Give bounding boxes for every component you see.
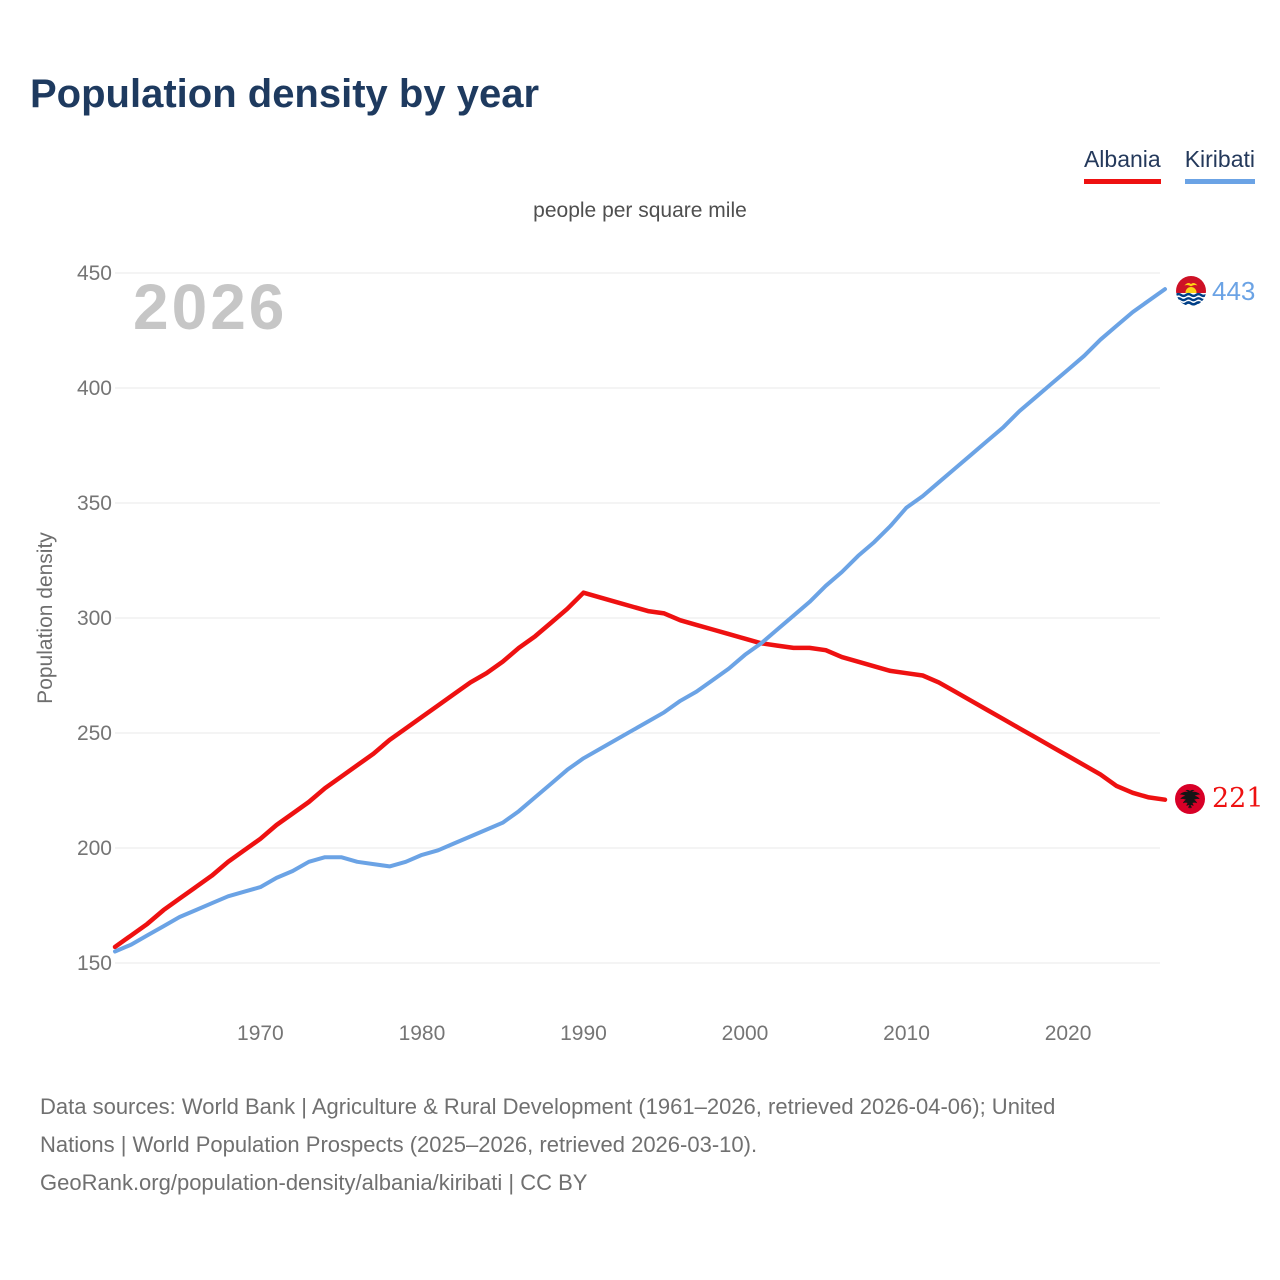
y-tick-200: 200 [77,837,112,860]
x-tick-1980: 1980 [399,1022,446,1045]
source-url[interactable]: GeoRank.org/population-density/albania/k… [40,1170,588,1195]
legend-item-albania[interactable]: Albania [1083,146,1161,184]
x-tick-2010: 2010 [883,1022,930,1045]
data-sources-line-1: Data sources: World Bank | Agriculture &… [40,1094,1056,1119]
y-tick-350: 350 [77,492,112,515]
y-tick-450: 450 [77,262,112,285]
x-tick-1970: 1970 [237,1022,284,1045]
y-tick-150: 150 [77,952,112,975]
legend-label-kiribati: Kiribati [1184,146,1255,172]
albania-flag-icon [1175,784,1205,814]
albania-end-value: 221 [1212,783,1264,814]
data-sources-line-2: Nations | World Population Prospects (20… [40,1132,758,1157]
series-line-kiribati[interactable] [113,287,1167,954]
attribution: Data sources: World Bank | Agriculture &… [40,1088,1250,1202]
x-tick-2000: 2000 [722,1022,769,1045]
chart-subtitle: people per square mile [533,199,747,222]
y-tick-250: 250 [77,722,112,745]
legend: Albania Kiribati [1083,146,1255,184]
y-tick-400: 400 [77,377,112,400]
kiribati-end-value: 443 [1212,276,1256,306]
page-title: Population density by year [30,72,540,116]
y-tick-300: 300 [77,607,112,630]
x-tick-1990: 1990 [560,1022,607,1045]
x-tick-2020: 2020 [1045,1022,1092,1045]
legend-item-kiribati[interactable]: Kiribati [1184,146,1255,184]
legend-label-albania: Albania [1083,146,1161,172]
series-line-albania[interactable] [112,590,1168,950]
watermark-year: 2026 [133,271,288,343]
kiribati-flag-icon [1176,276,1206,306]
